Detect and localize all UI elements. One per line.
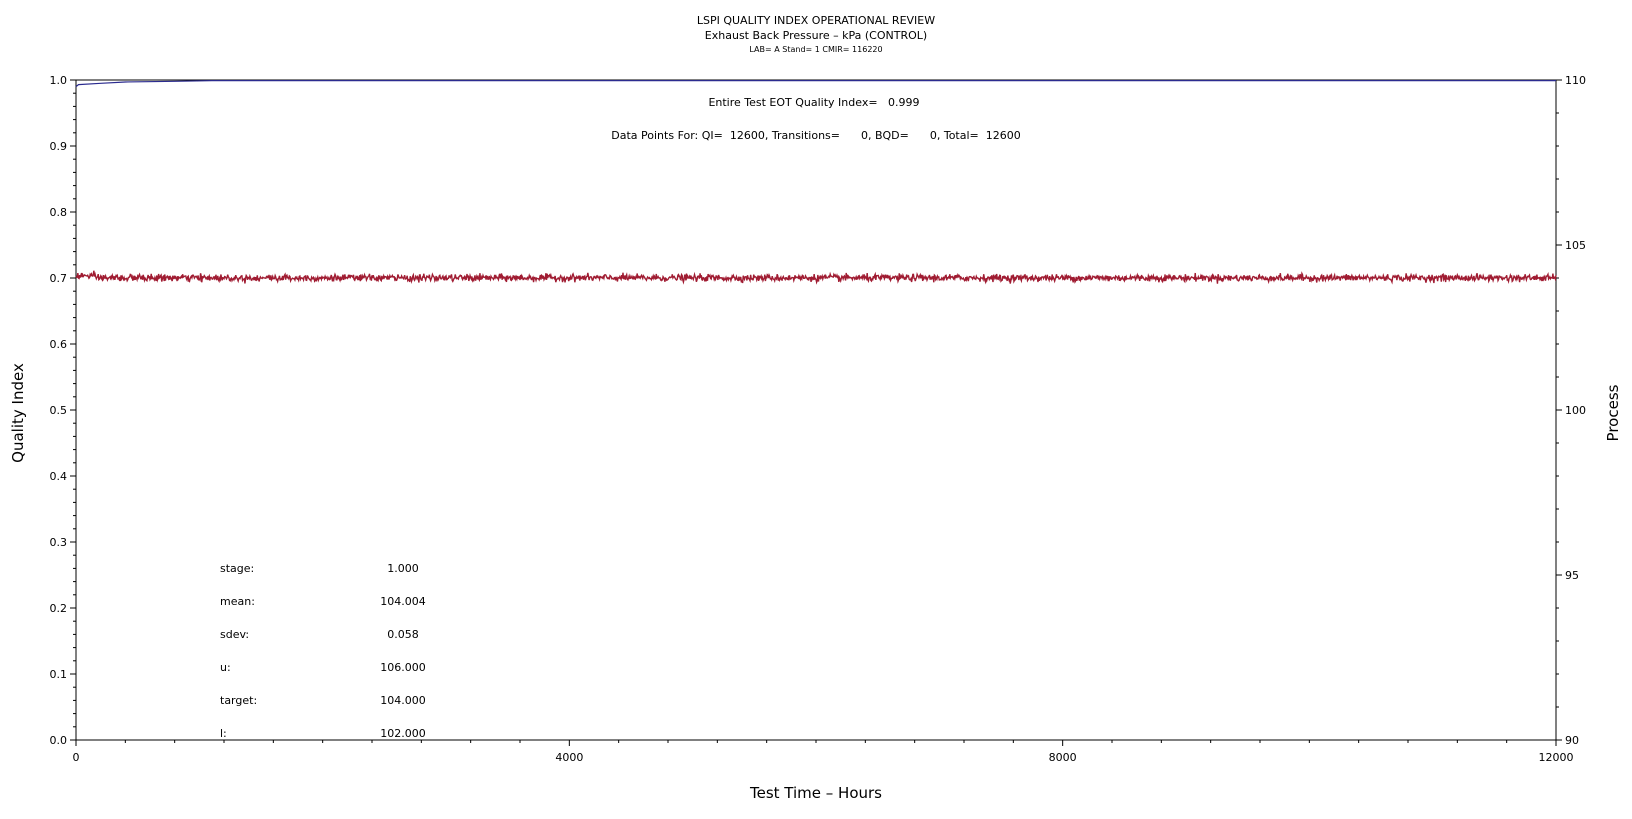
y-right-tick-label: 105 — [1565, 239, 1586, 252]
stat-value-target: 104.000 — [380, 694, 426, 707]
stat-value-upper: 106.000 — [380, 661, 426, 674]
x-axis-ticks: 0 4000 8000 12000 — [73, 740, 1574, 764]
quality-index-series-line — [75, 80, 1556, 88]
stats-block: stage: 1.000 mean: 104.004 sdev: 0.058 u… — [220, 562, 426, 740]
y-left-tick-label: 1.0 — [50, 74, 68, 87]
y-right-axis-label: Process — [1604, 384, 1622, 441]
x-tick-label: 0 — [73, 751, 80, 764]
info-quality-index: Entire Test EOT Quality Index= 0.999 — [708, 96, 919, 109]
stat-label-mean: mean: — [220, 595, 255, 608]
stat-label-upper: u: — [220, 661, 231, 674]
stat-value-stage: 1.000 — [387, 562, 419, 575]
y-right-tick-label: 95 — [1565, 569, 1579, 582]
stat-label-target: target: — [220, 694, 257, 707]
y-left-tick-label: 0.3 — [50, 536, 68, 549]
x-tick-label: 4000 — [555, 751, 583, 764]
stat-value-mean: 104.004 — [380, 595, 426, 608]
chart-subtitle: Exhaust Back Pressure – kPa (CONTROL) — [705, 29, 927, 42]
plot-border — [75, 79, 1557, 741]
x-tick-label: 12000 — [1539, 751, 1574, 764]
y-left-axis-label: Quality Index — [9, 363, 27, 463]
stat-label-sdev: sdev: — [220, 628, 249, 641]
plot-frame — [75, 79, 1557, 741]
process-series-line — [75, 270, 1557, 285]
right-axis-ticks: 90 95 100 105 110 — [1556, 74, 1586, 747]
y-left-tick-label: 0.5 — [50, 404, 68, 417]
stat-label-stage: stage: — [220, 562, 254, 575]
y-left-tick-label: 0.2 — [50, 602, 68, 615]
left-axis-ticks: 0.0 0.1 0.2 0.3 0.4 0.5 0.6 0.7 0.8 0.9 1.0 — [50, 74, 76, 747]
info-data-points: Data Points For: QI= 12600, Transitions=… — [611, 129, 1020, 142]
stat-value-sdev: 0.058 — [387, 628, 419, 641]
y-left-tick-label: 0.1 — [50, 668, 68, 681]
stat-label-lower: l: — [220, 727, 227, 740]
y-left-tick-label: 0.4 — [50, 470, 68, 483]
y-left-tick-label: 0.9 — [50, 140, 68, 153]
y-left-tick-label: 0.6 — [50, 338, 68, 351]
x-axis-label: Test Time – Hours — [749, 784, 882, 802]
y-right-tick-label: 90 — [1565, 734, 1579, 747]
y-left-tick-label: 0.7 — [50, 272, 68, 285]
y-left-tick-label: 0.0 — [50, 734, 68, 747]
chart-subtitle-lab: LAB= A Stand= 1 CMIR= 116220 — [749, 45, 882, 54]
series-group — [75, 80, 1557, 285]
chart-title: LSPI QUALITY INDEX OPERATIONAL REVIEW — [697, 14, 935, 27]
y-right-tick-label: 110 — [1565, 74, 1586, 87]
y-left-tick-label: 0.8 — [50, 206, 68, 219]
x-tick-label: 8000 — [1049, 751, 1077, 764]
y-right-tick-label: 100 — [1565, 404, 1586, 417]
stat-value-lower: 102.000 — [380, 727, 426, 740]
